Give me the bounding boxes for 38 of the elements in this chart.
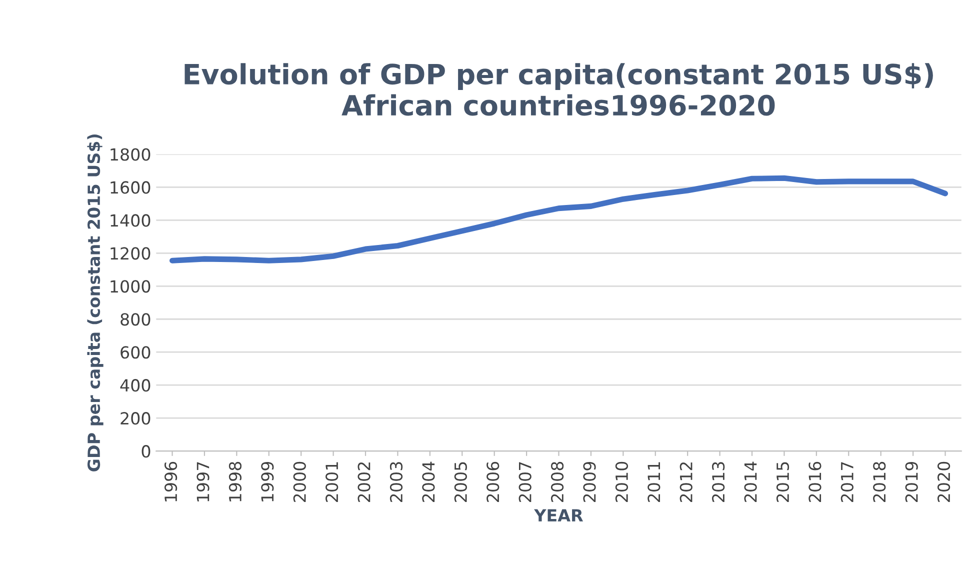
x-axis-title: YEAR xyxy=(534,509,584,522)
x-tick-label: 2014 xyxy=(744,462,757,502)
x-tick-label: 2013 xyxy=(712,462,725,502)
y-tick-label: 200 xyxy=(120,412,150,425)
x-tick-label: 2012 xyxy=(680,462,692,502)
x-tick-label: 1999 xyxy=(261,462,274,502)
chart-title: Evolution of GDP per capita(constant 2015 US$) African countries1996-2020 xyxy=(184,63,933,116)
x-tick-label: 2016 xyxy=(808,462,822,502)
x-tick-label: 2005 xyxy=(454,462,467,502)
y-tick-label: 1600 xyxy=(110,181,150,194)
y-tick-label: 1000 xyxy=(110,280,150,293)
y-tick-label: 0 xyxy=(142,445,150,458)
y-tick-label: 400 xyxy=(120,379,150,392)
x-tick-label: 2009 xyxy=(583,462,596,502)
x-tick-label: 2015 xyxy=(776,462,790,502)
x-tick-label: 2017 xyxy=(840,462,854,502)
x-tick-label: 2004 xyxy=(422,462,435,502)
x-tick-label: 2010 xyxy=(615,462,628,502)
x-tick-label: 2020 xyxy=(937,462,950,502)
x-tick-label: 1997 xyxy=(196,462,210,502)
y-tick-label: 1400 xyxy=(110,214,150,227)
y-tick-label: 600 xyxy=(120,346,150,359)
x-tick-label: 2011 xyxy=(648,462,660,502)
x-tick-label: 1998 xyxy=(228,462,242,502)
x-tick-label: 2007 xyxy=(518,462,532,502)
x-tick-label: 2019 xyxy=(905,462,918,502)
y-tick-label: 1800 xyxy=(110,148,150,161)
x-tick-label: 2006 xyxy=(486,462,500,502)
x-tick-label: 1996 xyxy=(164,462,178,502)
x-tick-label: 2001 xyxy=(326,462,338,502)
x-tick-label: 2003 xyxy=(390,462,403,502)
x-tick-label: 2002 xyxy=(358,462,370,502)
y-axis-title: GDP per capita (constant 2015 US$) xyxy=(87,134,104,472)
y-tick-label: 800 xyxy=(120,313,150,326)
x-tick-label: 2008 xyxy=(550,462,564,502)
x-tick-label: 2018 xyxy=(873,462,886,502)
x-tick-label: 2000 xyxy=(293,462,306,502)
y-tick-label: 1200 xyxy=(110,247,150,260)
